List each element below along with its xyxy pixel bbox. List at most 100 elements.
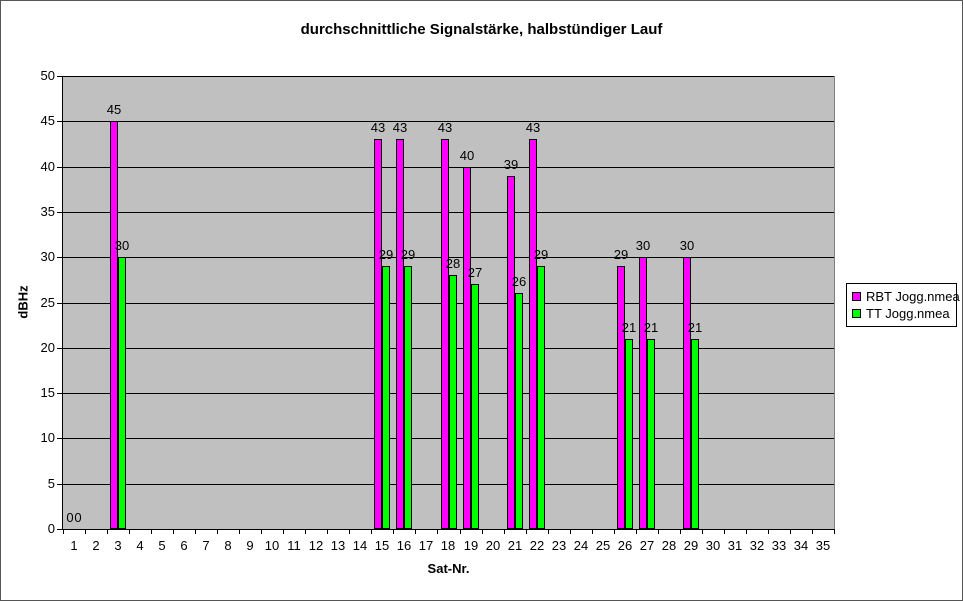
x-axis-tick-label: 22 xyxy=(529,538,545,553)
data-label-tt-sat18: 28 xyxy=(445,256,461,271)
rbt-series-marker-icon xyxy=(852,292,861,301)
y-axis-tick-label: 5 xyxy=(47,476,55,491)
y-axis-tick-label: 10 xyxy=(40,430,55,445)
y-axis-tick xyxy=(57,484,62,485)
bar-rbt-sat3 xyxy=(110,121,118,529)
bar-tt-sat26 xyxy=(625,339,633,529)
bar-rbt-sat19 xyxy=(463,167,471,529)
x-axis-tick xyxy=(592,530,593,534)
data-label-tt-sat21: 26 xyxy=(511,274,527,289)
x-axis-tick xyxy=(327,530,328,534)
data-label-rbt-sat29: 30 xyxy=(679,238,695,253)
bar-tt-sat21 xyxy=(515,293,523,529)
data-label-rbt-sat15: 43 xyxy=(370,120,386,135)
data-label-rbt-sat16: 43 xyxy=(392,120,408,135)
x-axis-tick xyxy=(570,530,571,534)
x-axis-tick-label: 17 xyxy=(418,538,434,553)
data-label-tt-sat16: 29 xyxy=(400,247,416,262)
data-label-rbt-sat19: 40 xyxy=(459,148,475,163)
x-axis-tick-label: 4 xyxy=(136,538,144,553)
y-axis-tick xyxy=(57,212,62,213)
x-axis-tick-label: 2 xyxy=(92,538,100,553)
y-axis-tick-label: 15 xyxy=(40,385,55,400)
x-axis-tick xyxy=(526,530,527,534)
x-axis-tick xyxy=(680,530,681,534)
y-axis-tick xyxy=(57,529,62,530)
x-axis-tick-label: 29 xyxy=(683,538,699,553)
x-axis-tick xyxy=(217,530,218,534)
data-label-tt-sat15: 29 xyxy=(378,247,394,262)
x-axis-tick xyxy=(790,530,791,534)
x-axis-tick xyxy=(504,530,505,534)
y-axis-tick-label: 0 xyxy=(47,521,55,536)
legend-item-tt: TT Jogg.nmea xyxy=(852,305,951,322)
data-label-tt-sat27: 21 xyxy=(643,320,659,335)
y-axis-tick-label: 40 xyxy=(40,159,55,174)
x-axis-tick xyxy=(239,530,240,534)
x-axis-tick-label: 12 xyxy=(308,538,324,553)
data-label-rbt-sat1: 0 xyxy=(66,510,74,525)
bar-tt-sat22 xyxy=(537,266,545,529)
x-axis-tick xyxy=(393,530,394,534)
y-axis-tick-label: 45 xyxy=(40,113,55,128)
y-axis-tick-label: 25 xyxy=(40,295,55,310)
x-axis-tick xyxy=(195,530,196,534)
x-axis-tick-label: 14 xyxy=(352,538,368,553)
data-label-rbt-sat3: 45 xyxy=(106,102,122,117)
bar-rbt-sat29 xyxy=(683,257,691,529)
y-axis-tick xyxy=(57,348,62,349)
y-axis-tick xyxy=(57,121,62,122)
x-axis-tick-label: 27 xyxy=(639,538,655,553)
x-axis-tick xyxy=(482,530,483,534)
x-axis-line xyxy=(62,529,835,530)
x-axis-tick xyxy=(437,530,438,534)
tt-series-marker-icon xyxy=(852,309,861,318)
x-axis-tick-label: 6 xyxy=(180,538,188,553)
x-axis-tick-label: 26 xyxy=(617,538,633,553)
data-label-tt-sat3: 30 xyxy=(114,238,130,253)
bar-rbt-sat27 xyxy=(639,257,647,529)
y-axis-tick xyxy=(57,303,62,304)
chart-title: durchschnittliche Signalstärke, halbstün… xyxy=(300,21,663,38)
x-axis-tick xyxy=(614,530,615,534)
bar-rbt-sat18 xyxy=(441,139,449,529)
data-label-tt-sat26: 21 xyxy=(621,320,637,335)
gridline xyxy=(63,121,834,122)
data-label-rbt-sat21: 39 xyxy=(503,157,519,172)
x-axis-tick-label: 7 xyxy=(202,538,210,553)
data-label-rbt-sat18: 43 xyxy=(437,120,453,135)
x-axis-tick xyxy=(548,530,549,534)
x-axis-tick xyxy=(702,530,703,534)
x-axis-tick-label: 25 xyxy=(595,538,611,553)
x-axis-tick xyxy=(812,530,813,534)
data-label-rbt-sat27: 30 xyxy=(635,238,651,253)
x-axis-tick-label: 5 xyxy=(158,538,166,553)
x-axis-tick xyxy=(173,530,174,534)
x-axis-tick xyxy=(305,530,306,534)
data-label-tt-sat1: 0 xyxy=(74,510,82,525)
x-axis-tick-label: 10 xyxy=(264,538,280,553)
legend: RBT Jogg.nmea TT Jogg.nmea xyxy=(846,283,960,327)
legend-label-tt: TT Jogg.nmea xyxy=(866,306,950,321)
x-axis-tick xyxy=(371,530,372,534)
x-axis-tick-label: 30 xyxy=(705,538,721,553)
x-axis-tick xyxy=(129,530,130,534)
x-axis-title: Sat-Nr. xyxy=(427,561,470,576)
legend-item-rbt: RBT Jogg.nmea xyxy=(852,288,960,305)
x-axis-tick xyxy=(415,530,416,534)
bar-tt-sat3 xyxy=(118,257,126,529)
x-axis-tick xyxy=(85,530,86,534)
x-axis-tick xyxy=(460,530,461,534)
y-axis-tick-label: 50 xyxy=(40,68,55,83)
bar-tt-sat19 xyxy=(471,284,479,529)
x-axis-tick-label: 23 xyxy=(551,538,567,553)
x-axis-tick xyxy=(107,530,108,534)
y-axis-line xyxy=(62,76,63,530)
x-axis-tick-label: 33 xyxy=(771,538,787,553)
x-axis-tick xyxy=(768,530,769,534)
data-label-rbt-sat22: 43 xyxy=(525,120,541,135)
x-axis-tick-label: 31 xyxy=(727,538,743,553)
x-axis-tick-label: 19 xyxy=(463,538,479,553)
x-axis-tick xyxy=(834,530,835,534)
